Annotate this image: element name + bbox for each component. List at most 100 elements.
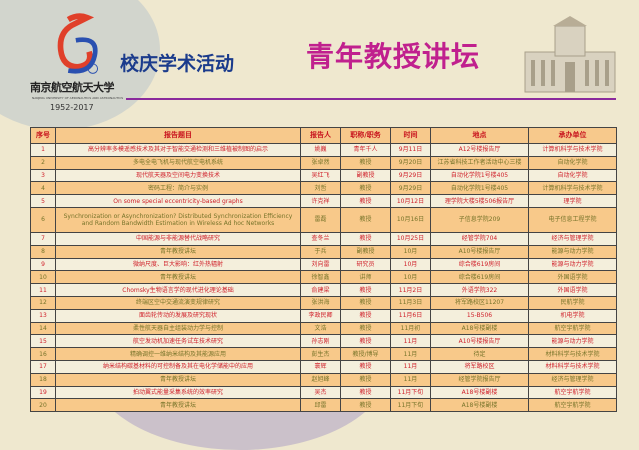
cell-host-unit: 经济与管理学院 <box>528 231 617 246</box>
cell-rank: 教授 <box>340 295 391 310</box>
cell-rank: 教授 <box>340 308 391 323</box>
cell-host-unit: 自动化学院 <box>528 155 617 170</box>
cell-rank: 研究员 <box>340 257 391 272</box>
cell-host-unit: 能源与动力学院 <box>528 334 617 349</box>
column-header-title: 报告题目 <box>55 127 301 144</box>
anniversary-logo <box>57 13 99 74</box>
cell-location: A18号楼副楼 <box>430 398 529 413</box>
cell-location: 综合楼619房间 <box>430 270 529 285</box>
cell-title: 高分辨率多模遥感技术及其对于智能交通检测和三维植被制图的启示 <box>55 143 301 157</box>
cell-host-unit: 外国语学院 <box>528 283 617 297</box>
cell-host-unit: 航空宇航学院 <box>528 385 617 400</box>
anniversary-years: 1952-2017 <box>50 103 94 112</box>
cell-title: 拍动翼式能量采集系统的效率研究 <box>55 385 301 400</box>
column-header-time: 时间 <box>390 127 431 144</box>
cell-seq: 16 <box>30 347 56 361</box>
cell-location: 子信息学院209 <box>430 206 529 233</box>
cell-time: 11月下旬 <box>390 385 431 400</box>
cell-host-unit: 外国语学院 <box>528 270 617 285</box>
cell-location: 自动化学院1号楼405 <box>430 168 529 183</box>
cell-location: 将军路校区11207 <box>430 295 529 310</box>
table-row: 12 终端区空中交通流演变规律研究 张洪海 教授 11月3日 将军路校区11207 民航学院 <box>30 295 617 310</box>
table-row: 11 Chomsky生物语言学的现代进化理论基础 俞建梁 教授 11月2日 外语学院322… <box>30 283 617 297</box>
subtitle: 校庆学术活动 <box>120 53 235 75</box>
cell-time: 10月 <box>390 270 431 285</box>
cell-title: 现代航天器及空间电力变换技术 <box>55 168 301 183</box>
table-row: 5 On some special eccentricity-based grap… <box>30 194 617 208</box>
cell-rank: 教授 <box>340 359 391 374</box>
cell-reporter: 赵旭峰 <box>300 372 341 387</box>
cell-location: 外语学院322 <box>430 283 529 297</box>
cell-host-unit: 材料科学与技术学院 <box>528 347 617 361</box>
table-row: 4 密码工程：简介与实例 刘哲 教授 9月29日 自动化学院1号楼405 计算机科学与技术学… <box>30 181 617 196</box>
column-header-host-unit: 承办单位 <box>528 127 617 144</box>
lecture-schedule-table: 序号 报告题目 报告人 职称/职务 时间 地点 承办单位 1 高分辨率多模遥感技术及其对于智能… <box>30 127 617 413</box>
cell-reporter: 彭生杰 <box>300 347 341 361</box>
cell-reporter: 姚巍 <box>300 143 341 157</box>
cell-title: 多电全电飞机与现代航空电机系统 <box>55 155 301 170</box>
school-name: 南京航空航天大学 <box>30 81 115 94</box>
cell-reporter: 于兵 <box>300 244 341 259</box>
table-row: 2 多电全电飞机与现代航空电机系统 张卓然 教授 9月20日 江苏省科技工作者活动中心三楼… <box>30 155 617 170</box>
cell-seq: 18 <box>30 372 56 387</box>
page-title: 青年教授讲坛 <box>306 40 481 73</box>
divider <box>126 98 616 100</box>
cell-title: 柔性航天器自主组装动力学与控制 <box>55 321 301 336</box>
table-row: 20 青年教授讲坛 邱雷 教授 11月下旬 A18号楼副楼 航空宇航学院 <box>30 398 617 413</box>
cell-reporter: 俞建梁 <box>300 283 341 297</box>
table-row: 18 青年教授讲坛 赵旭峰 教授 11月 经管学院报告厅 经济与管理学院 <box>30 372 617 387</box>
cell-location: 待定 <box>430 347 529 361</box>
cell-seq: 19 <box>30 385 56 400</box>
cell-rank: 教授 <box>340 334 391 349</box>
cell-seq: 11 <box>30 283 56 297</box>
cell-host-unit: 航空宇航学院 <box>528 398 617 413</box>
cell-title: 密码工程：简介与实例 <box>55 181 301 196</box>
cell-rank: 教授 <box>340 206 391 233</box>
cell-seq: 6 <box>30 206 56 233</box>
cell-time: 11月3日 <box>390 295 431 310</box>
cell-title: 精确调控一维纳米结构及其能源应用 <box>55 347 301 361</box>
cell-reporter: 李政民卿 <box>300 308 341 323</box>
cell-time: 11月初 <box>390 321 431 336</box>
school-name-en: NANJING UNIVERSITY OF AERONAUTICS AND AS… <box>32 96 124 100</box>
cell-seq: 15 <box>30 334 56 349</box>
cell-reporter: 孙志刚 <box>300 334 341 349</box>
cell-host-unit: 航空宇航学院 <box>528 321 617 336</box>
cell-seq: 5 <box>30 194 56 208</box>
table-row: 9 微纳尺度、巨大影响：红外热辐射 刘向雷 研究员 10月 综合楼619房间 能源与动力学院 <box>30 257 617 272</box>
cell-rank: 讲师 <box>340 270 391 285</box>
cell-time: 9月29日 <box>390 181 431 196</box>
cell-reporter: 文浩 <box>300 321 341 336</box>
cell-rank: 青年千人 <box>340 143 391 157</box>
cell-reporter: 吴红飞 <box>300 168 341 183</box>
cell-reporter: 寰辉 <box>300 359 341 374</box>
cell-time: 9月29日 <box>390 168 431 183</box>
cell-host-unit: 能源与动力学院 <box>528 244 617 259</box>
cell-location: 将军路校区 <box>430 359 529 374</box>
cell-rank: 教授 <box>340 194 391 208</box>
cell-location: 自动化学院1号楼405 <box>430 181 529 196</box>
cell-location: 经管学院报告厅 <box>430 372 529 387</box>
cell-reporter: 吴杰 <box>300 385 341 400</box>
cell-time: 11月 <box>390 372 431 387</box>
cell-rank: 教授 <box>340 372 391 387</box>
table-row: 6 Synchronization or Asynchronization? Di… <box>30 206 617 233</box>
cell-host-unit: 民航学院 <box>528 295 617 310</box>
cell-host-unit: 电子信息工程学院 <box>528 206 617 233</box>
cell-rank: 教授 <box>340 181 391 196</box>
cell-time: 10月25日 <box>390 231 431 246</box>
cell-reporter: 徐智鑫 <box>300 270 341 285</box>
cell-location: A10号楼报告厅 <box>430 244 529 259</box>
cell-rank: 教授 <box>340 155 391 170</box>
cell-title: 青年教授讲坛 <box>55 244 301 259</box>
cell-reporter: 查冬兰 <box>300 231 341 246</box>
cell-host-unit: 经济与管理学院 <box>528 372 617 387</box>
cell-rank: 教授 <box>340 398 391 413</box>
table-row: 15 航空发动机加速任务试车技术研究 孙志刚 教授 11月 A10号楼报告厅 能源与动力学院 <box>30 334 617 349</box>
cell-seq: 17 <box>30 359 56 374</box>
building-illustration <box>524 16 616 93</box>
cell-location: A12号楼报告厅 <box>430 143 529 157</box>
cell-rank: 教授 <box>340 385 391 400</box>
cell-title: 青年教授讲坛 <box>55 398 301 413</box>
cell-seq: 20 <box>30 398 56 413</box>
